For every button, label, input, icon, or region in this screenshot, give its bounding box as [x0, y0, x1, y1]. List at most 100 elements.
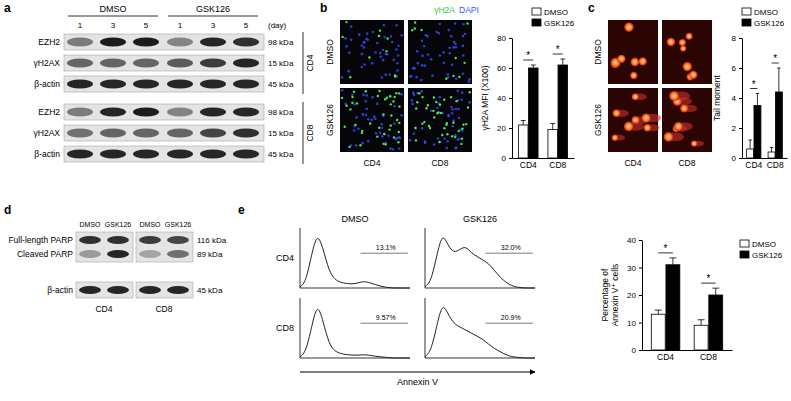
gate-label: 9.57%: [376, 314, 396, 321]
nucleus: [411, 103, 414, 106]
focus: [395, 92, 397, 94]
band: [167, 108, 193, 117]
nucleus: [410, 75, 413, 78]
band: [100, 38, 126, 47]
gate: [486, 323, 533, 324]
nucleus: [448, 115, 451, 118]
tick: 40: [497, 94, 512, 103]
nucleus: [374, 118, 377, 121]
comet-head: [686, 33, 693, 40]
focus: [429, 127, 431, 129]
legend-swatch: [742, 19, 751, 26]
nucleus: [378, 35, 381, 38]
nucleus: [454, 22, 457, 25]
focus: [341, 97, 343, 99]
nucleus: [415, 76, 418, 79]
focus: [349, 76, 351, 78]
focus: [458, 130, 460, 132]
panel-label: e: [238, 203, 245, 217]
band: [200, 59, 226, 68]
nucleus: [458, 117, 461, 120]
band: [200, 108, 226, 117]
focus: [396, 119, 398, 121]
band: [79, 286, 101, 294]
size-label: 15 kDa: [268, 59, 294, 68]
band: [200, 150, 226, 159]
bar: [666, 265, 680, 350]
bracket: [303, 102, 304, 164]
nucleus: [365, 38, 368, 41]
bar: [694, 325, 708, 350]
axis-title: Annexin V⁺ cells: [610, 264, 620, 327]
nucleus: [389, 147, 392, 150]
histogram: 9.57%: [300, 298, 410, 358]
tick: 40: [627, 236, 642, 245]
focus: [421, 123, 423, 125]
group-rule: [168, 16, 258, 17]
legend-label: GSK126: [754, 19, 785, 28]
nucleus: [433, 143, 436, 146]
nucleus: [390, 35, 393, 38]
group-label: CD4: [95, 304, 112, 314]
tick-label: CD4: [657, 352, 674, 362]
tick-label: 20: [627, 291, 636, 300]
focus: [369, 122, 371, 124]
tick-label: 6: [732, 64, 737, 73]
focus: [365, 90, 367, 92]
comet-head: [667, 38, 675, 46]
nucleus: [458, 108, 461, 111]
comet-head: [679, 39, 686, 46]
focus: [445, 123, 447, 125]
band: [233, 59, 259, 68]
tick: CD4: [520, 158, 537, 170]
tick: 80: [497, 34, 512, 43]
focus: [427, 104, 429, 106]
focus: [398, 105, 400, 107]
tick-mark: [739, 38, 742, 39]
bar: [528, 68, 538, 158]
focus: [361, 132, 363, 134]
image-bg: [340, 88, 404, 152]
gate: [361, 323, 408, 324]
nucleus: [389, 95, 392, 98]
error-cap: [748, 140, 751, 141]
focus: [414, 27, 416, 29]
blot-strip: [64, 146, 264, 162]
focus: [351, 96, 353, 98]
focus: [452, 122, 454, 124]
focus: [468, 91, 470, 93]
band: [167, 150, 193, 159]
nucleus: [382, 49, 385, 52]
nucleus: [391, 41, 394, 44]
lane-label: GSK126: [165, 221, 192, 228]
histogram-curve: [300, 309, 410, 358]
band: [167, 59, 193, 68]
legend-label: DMSO: [752, 240, 776, 249]
nucleus: [450, 35, 453, 38]
focus: [348, 146, 350, 148]
error-stem: [672, 258, 673, 265]
focus: [384, 98, 386, 100]
nucleus: [451, 125, 454, 128]
size-label: 45 kDa: [197, 286, 223, 295]
nucleus: [420, 79, 423, 82]
nucleus: [395, 138, 398, 141]
tick-mark: [509, 68, 512, 69]
focus: [349, 108, 351, 110]
focus: [438, 141, 440, 143]
gate-label: 32.0%: [501, 244, 521, 251]
tick-mark: [509, 128, 512, 129]
nucleus: [461, 98, 464, 101]
focus: [384, 143, 386, 145]
focus: [433, 116, 435, 118]
band: [167, 129, 193, 138]
error-stem: [771, 148, 772, 153]
tick: CD8: [767, 158, 784, 170]
tick: 0: [732, 154, 742, 163]
blot-strip: [64, 34, 264, 50]
focus: [451, 135, 453, 137]
size-label: 45 kDa: [268, 80, 294, 89]
nucleus: [446, 147, 449, 150]
error-stem: [562, 59, 563, 65]
band: [107, 250, 129, 258]
